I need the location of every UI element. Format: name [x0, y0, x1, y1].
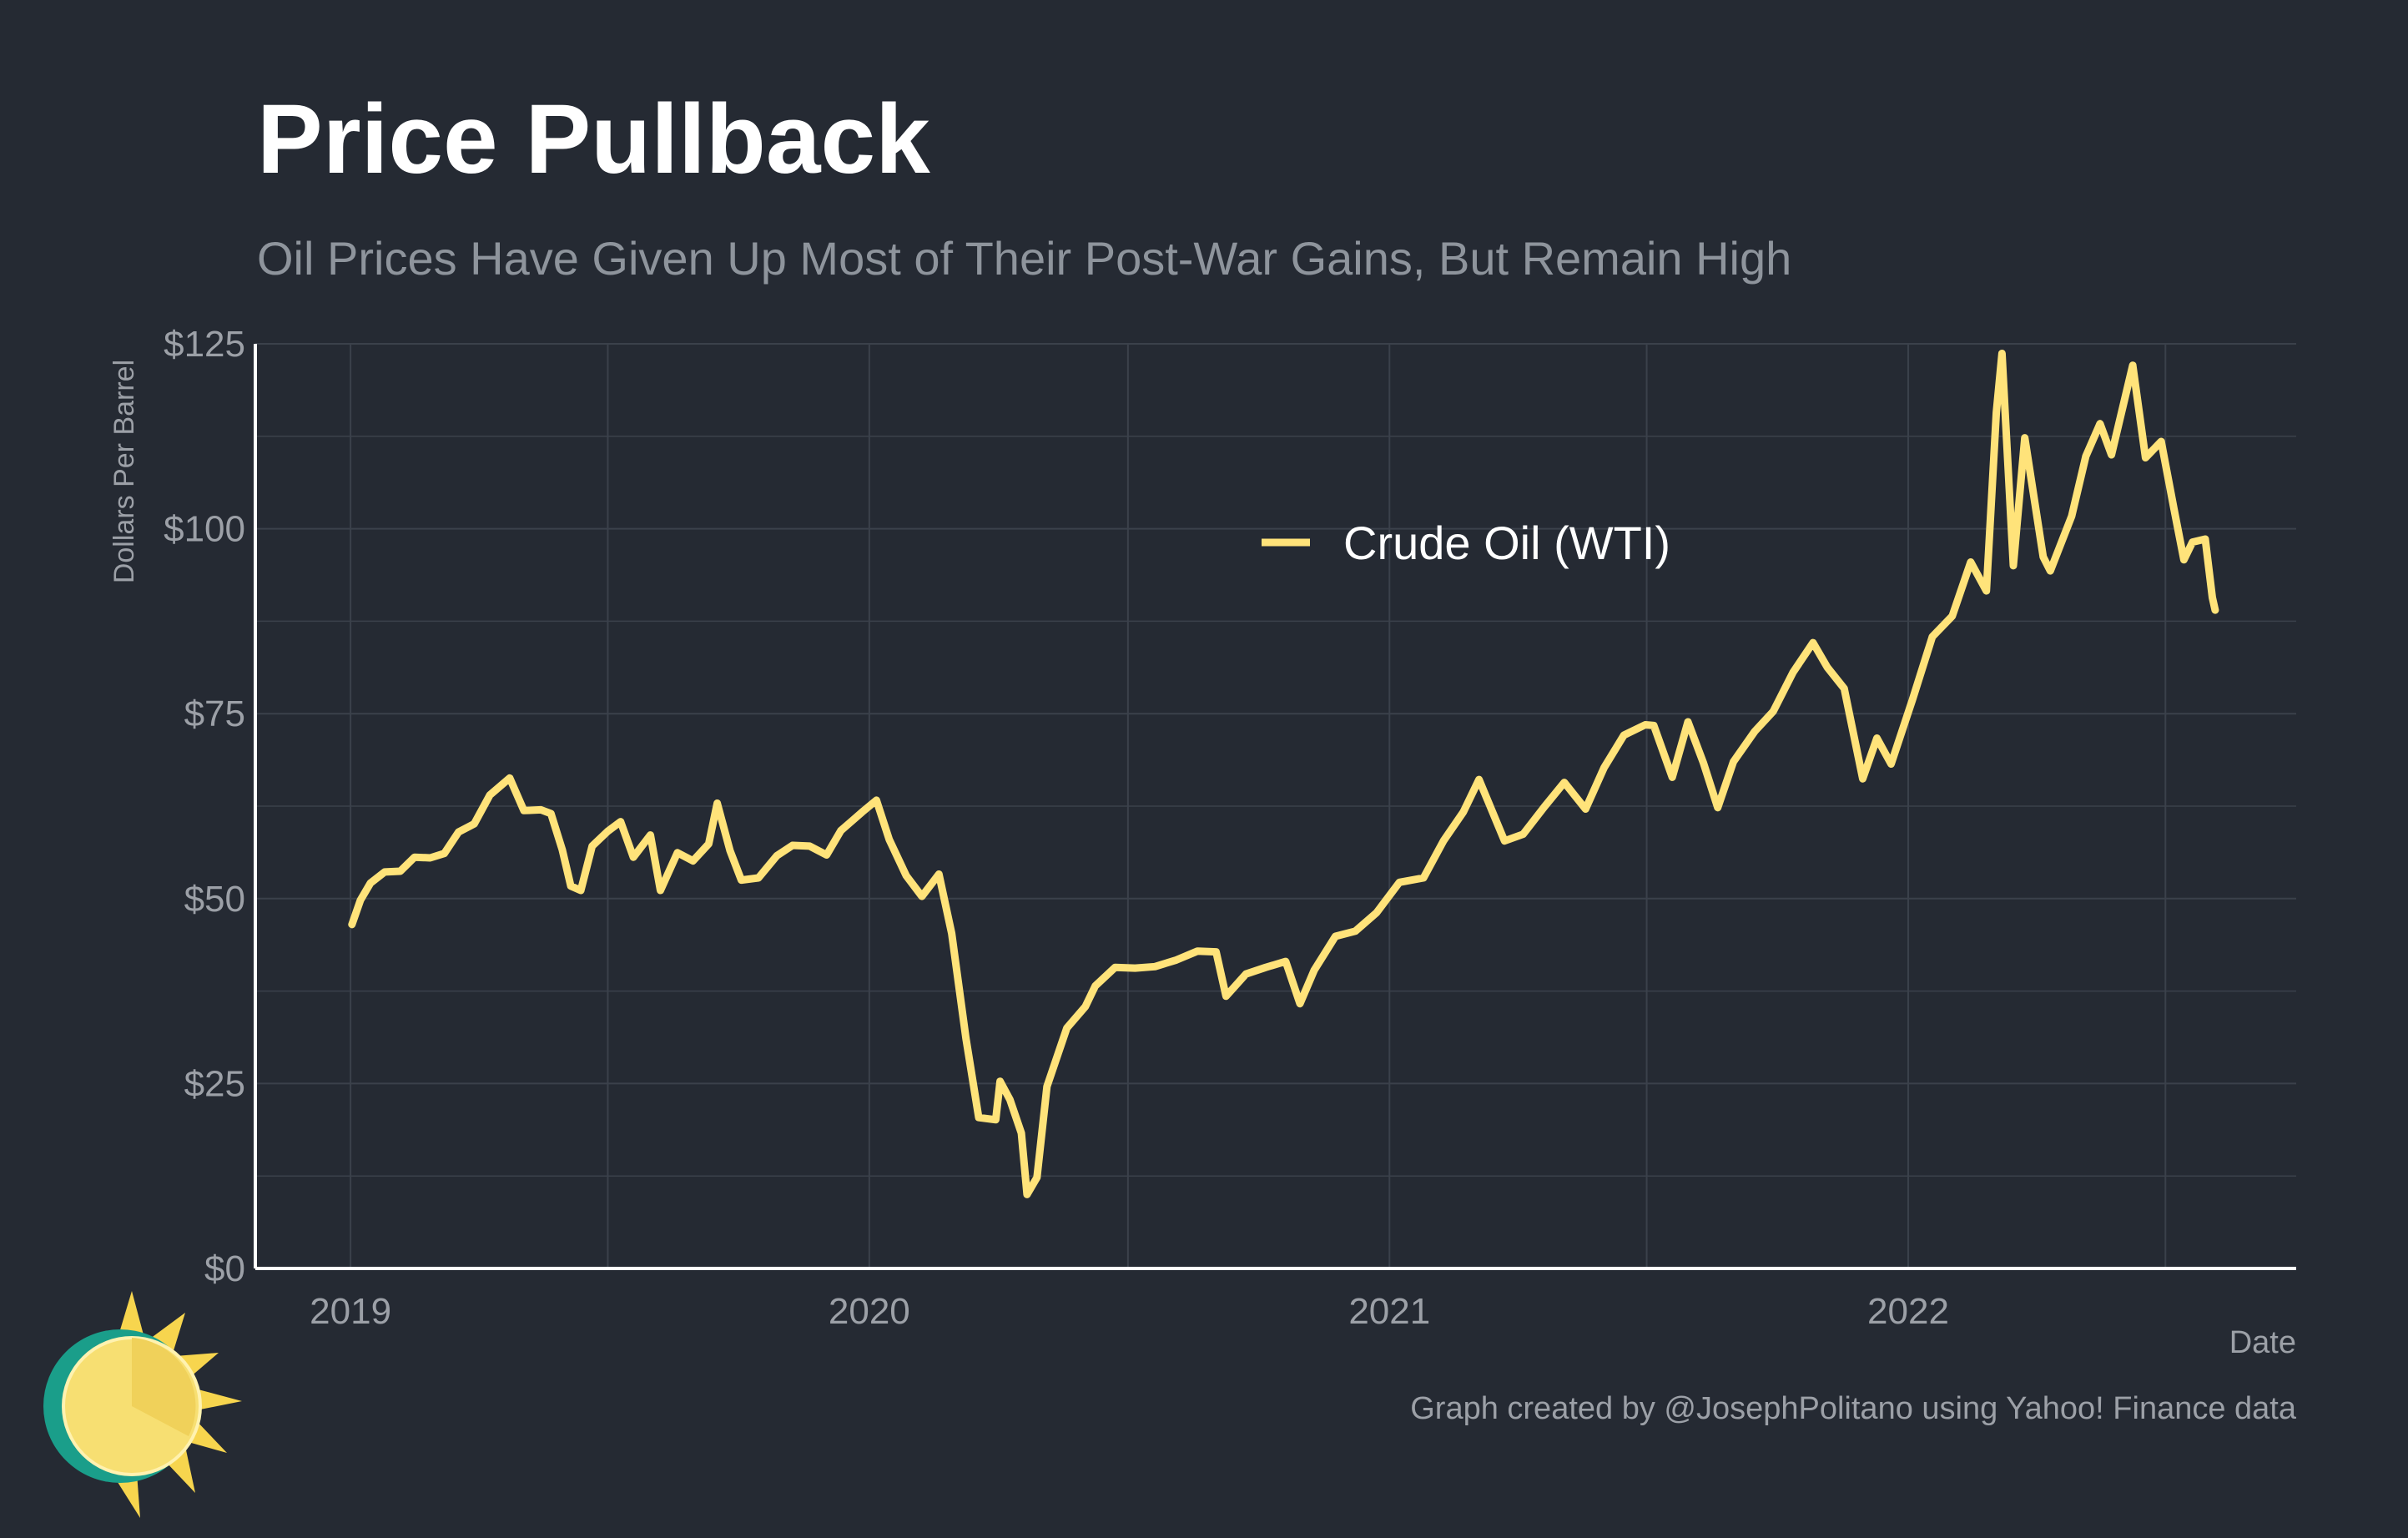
legend-label: Crude Oil (WTI) [1343, 517, 1670, 569]
y-tick-label: $75 [184, 693, 245, 734]
x-tick-labels: 2019 2020 2021 2022 [310, 1291, 1949, 1332]
x-axis-label: Date [2229, 1325, 2296, 1360]
y-tick-label: $125 [164, 324, 245, 365]
y-tick-label: $50 [184, 879, 245, 920]
axes [254, 344, 2296, 1270]
y-tick-label: $0 [204, 1248, 245, 1289]
legend: Crude Oil (WTI) [1262, 517, 1670, 569]
grid-lines [255, 343, 2296, 1268]
x-tick-label: 2022 [1867, 1291, 1949, 1332]
y-axis-label: Dollars Per Barrel [108, 360, 140, 583]
series-group [348, 350, 2219, 1198]
x-tick-label: 2019 [310, 1291, 391, 1332]
x-tick-label: 2020 [829, 1291, 910, 1332]
series-line-crude-oil-wti [348, 350, 2219, 1198]
x-tick-label: 2021 [1348, 1291, 1430, 1332]
y-tick-label: $100 [164, 509, 245, 550]
chart-title: Price Pullback [257, 84, 930, 194]
source-caption: Graph created by @JosephPolitano using Y… [1410, 1391, 2297, 1426]
y-tick-labels: $0 $25 $50 $75 $100 $125 [164, 324, 245, 1289]
y-tick-label: $25 [184, 1063, 245, 1104]
chart-subtitle: Oil Prices Have Given Up Most of Their P… [257, 232, 1792, 285]
sun-logo-icon [43, 1291, 242, 1518]
